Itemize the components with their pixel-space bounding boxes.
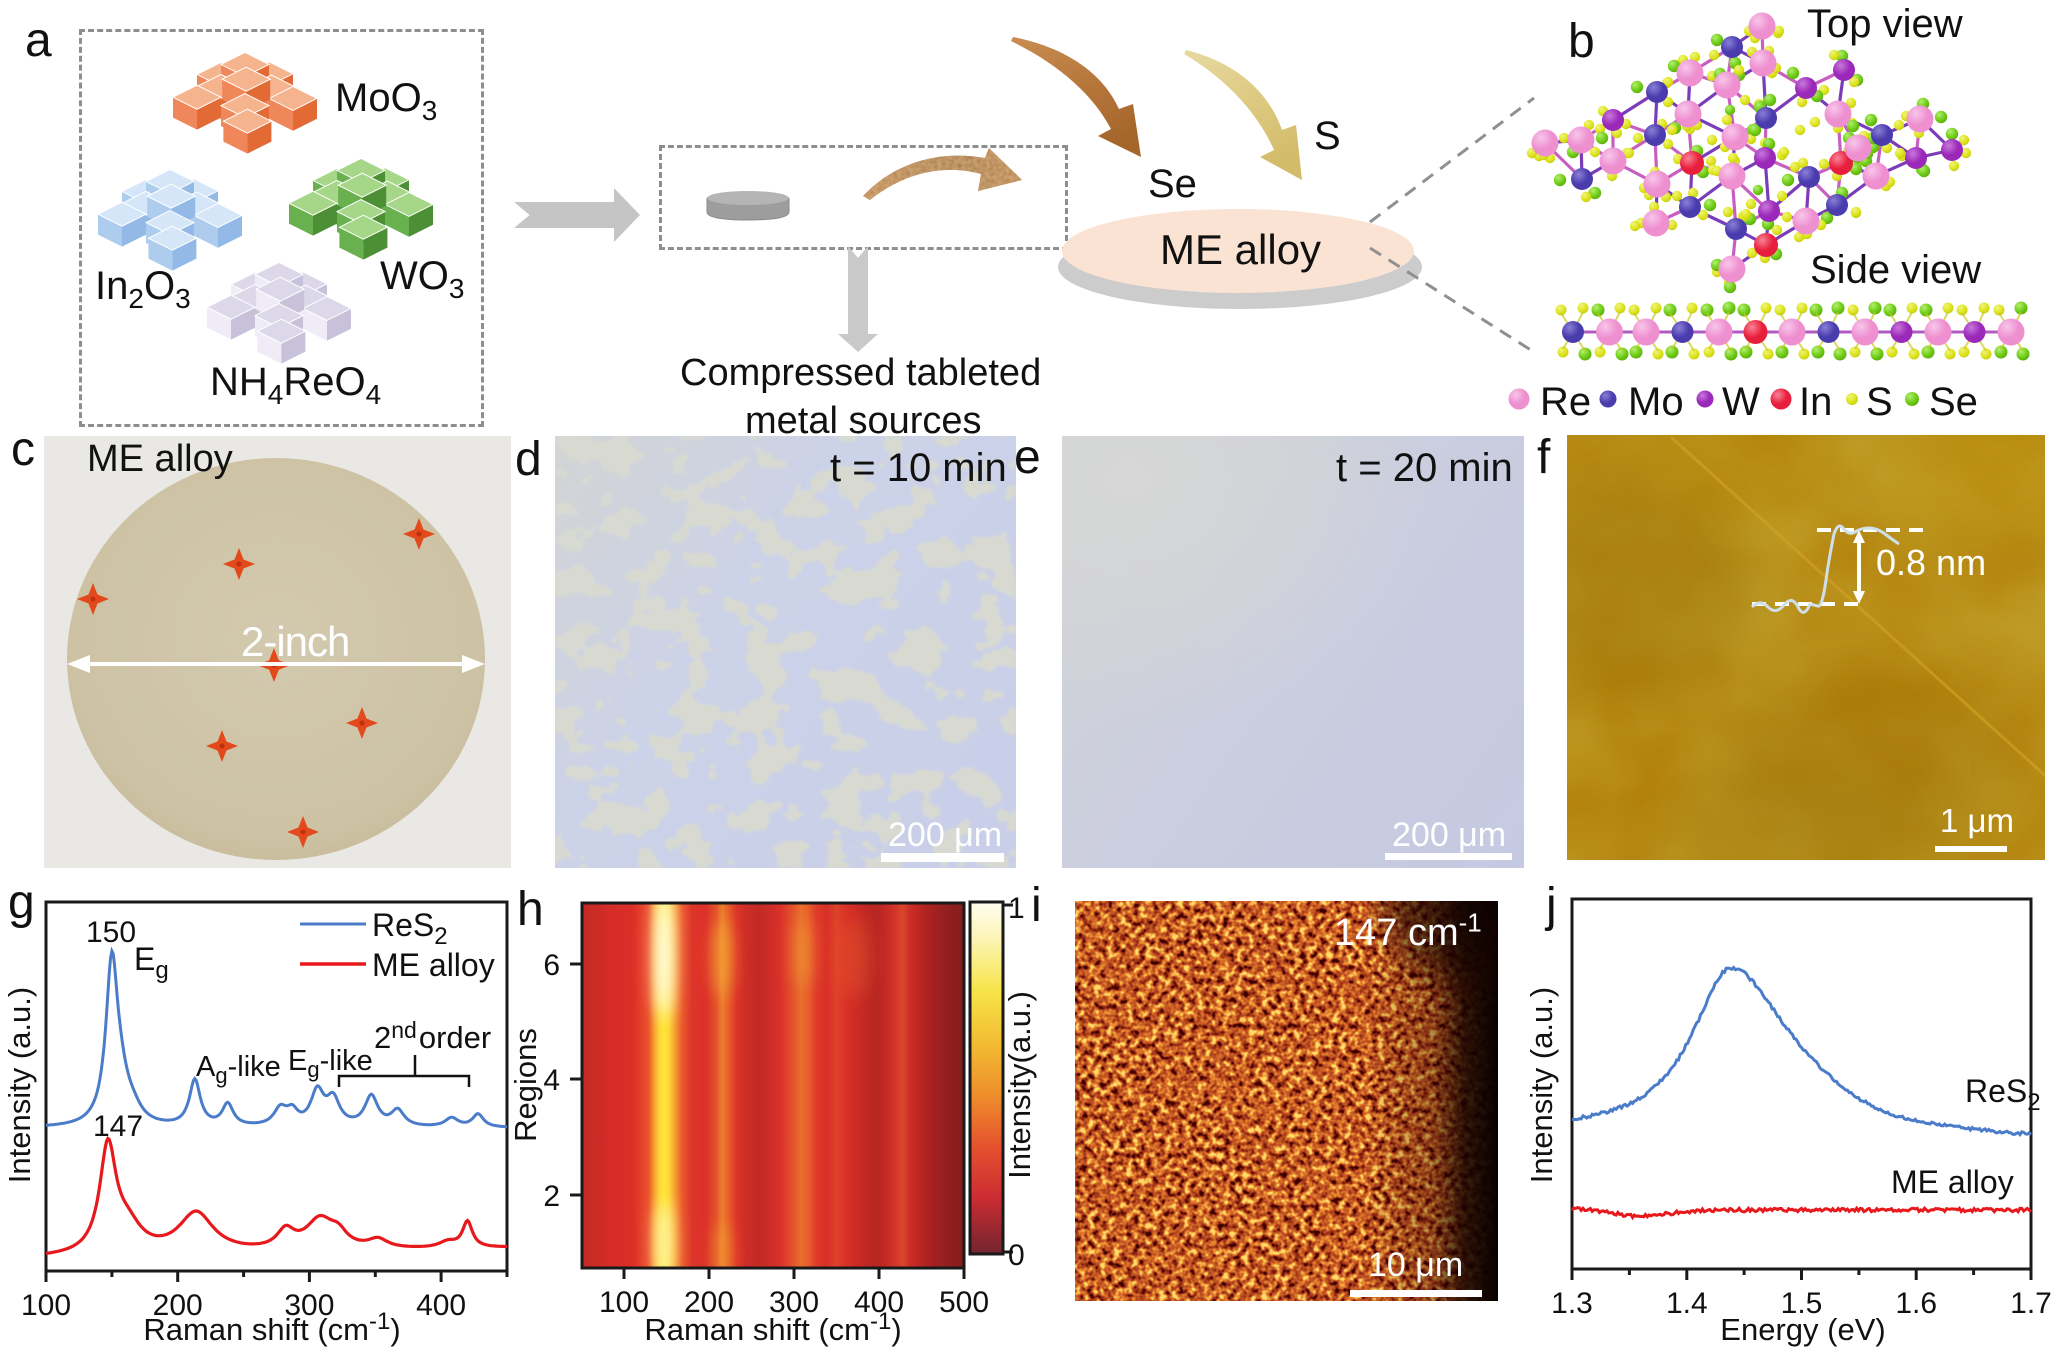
svg-text:Raman shift (cm-1): Raman shift (cm-1)	[644, 1308, 901, 1347]
svg-text:Regions: Regions	[510, 1028, 543, 1142]
svg-text:300: 300	[284, 1289, 334, 1322]
svg-text:500: 500	[939, 1286, 989, 1319]
svg-text:Eg: Eg	[134, 941, 169, 984]
svg-text:400: 400	[854, 1286, 904, 1319]
svg-text:2: 2	[543, 1180, 560, 1213]
svg-text:Intensity (a.u.): Intensity (a.u.)	[2, 987, 37, 1183]
svg-text:ReS2: ReS2	[1965, 1073, 2041, 1116]
svg-text:300: 300	[769, 1286, 819, 1319]
svg-text:ME alloy: ME alloy	[1891, 1164, 2014, 1200]
svg-text:100: 100	[21, 1289, 71, 1322]
svg-text:150: 150	[86, 916, 136, 949]
svg-text:200: 200	[153, 1289, 203, 1322]
svg-text:1.6: 1.6	[1895, 1287, 1937, 1320]
svg-text:Intensity (a.u.): Intensity (a.u.)	[1530, 987, 1559, 1183]
svg-text:400: 400	[416, 1289, 466, 1322]
svg-text:4: 4	[543, 1064, 560, 1097]
svg-text:ME alloy: ME alloy	[372, 947, 495, 983]
svg-text:200: 200	[684, 1286, 734, 1319]
svg-text:2ndorder: 2ndorder	[374, 1017, 491, 1055]
svg-text:1.4: 1.4	[1666, 1287, 1708, 1320]
svg-text:6: 6	[543, 949, 560, 982]
svg-text:100: 100	[599, 1286, 649, 1319]
svg-text:Ag-like: Ag-like	[196, 1051, 281, 1088]
svg-text:147: 147	[93, 1110, 143, 1143]
svg-text:1.3: 1.3	[1551, 1287, 1593, 1320]
svg-text:Energy (eV): Energy (eV)	[1720, 1312, 1885, 1347]
svg-text:ReS2: ReS2	[372, 907, 448, 950]
svg-text:Intensity(a.u.): Intensity(a.u.)	[1002, 991, 1037, 1179]
svg-text:1.5: 1.5	[1781, 1287, 1823, 1320]
svg-text:0: 0	[1008, 1239, 1025, 1272]
svg-text:Raman shift (cm-1): Raman shift (cm-1)	[143, 1308, 400, 1347]
svg-text:1: 1	[1008, 892, 1025, 925]
svg-text:1.7: 1.7	[2010, 1287, 2051, 1320]
